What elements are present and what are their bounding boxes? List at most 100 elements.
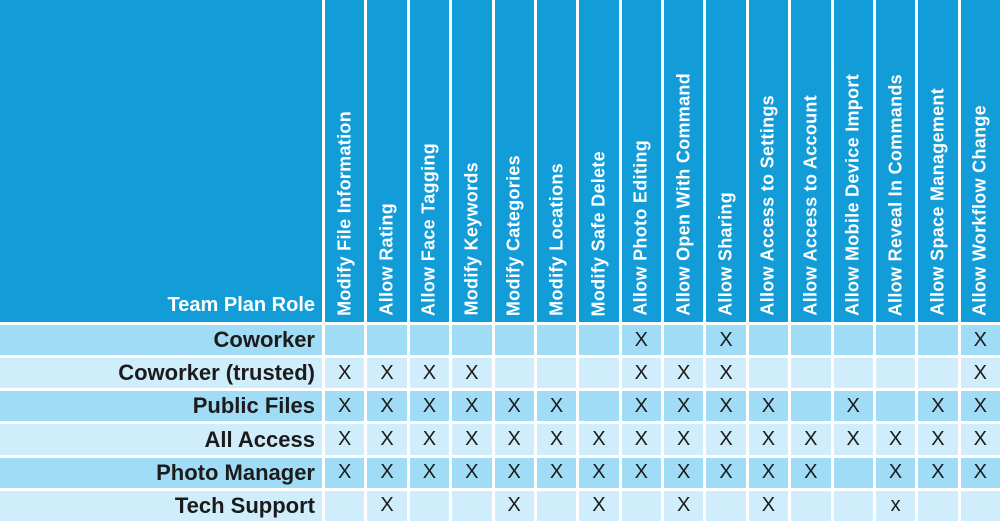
permission-cell: X [533, 424, 576, 455]
permission-cell: X [703, 424, 745, 455]
table-row-all-access: All Access X X X X X X X X X X X X X X X… [0, 421, 1000, 455]
permission-cell: X [449, 457, 491, 488]
permission-cell: X [957, 424, 1000, 455]
permission-cell: X [745, 391, 788, 422]
column-header-allow-access-to-account: Allow Access to Account [788, 0, 830, 322]
row-label: Tech Support [174, 492, 315, 518]
permission-cell: X [618, 457, 661, 488]
permission-cell [449, 325, 491, 356]
permission-cell: X [872, 457, 915, 488]
corner-cell: Team Plan Role [0, 0, 322, 322]
permission-cell [533, 358, 576, 389]
permission-cell: X [406, 424, 449, 455]
permission-cell: X [915, 424, 957, 455]
column-header-modify-file-information: Modify File Information [322, 0, 364, 322]
column-header-label: Allow Space Management [927, 88, 948, 316]
column-header-allow-face-tagging: Allow Face Tagging [406, 0, 449, 322]
permission-cell [745, 358, 788, 389]
column-header-allow-workflow-change: Allow Workflow Change [957, 0, 1000, 322]
column-header-modify-keywords: Modify Keywords [449, 0, 491, 322]
permission-cell [576, 358, 618, 389]
column-header-label: Allow Reveal In Commands [885, 73, 906, 316]
permission-cell: X [745, 424, 788, 455]
permission-cell: X [406, 391, 449, 422]
table-row-coworker-trusted: Coworker (trusted) X X X X X X X X [0, 355, 1000, 389]
column-header-label: Allow Access to Account [800, 95, 821, 316]
permission-cell: X [957, 457, 1000, 488]
table-row-tech-support: Tech Support X X X X X x [0, 487, 1000, 521]
permission-cell: x [872, 490, 915, 521]
permission-cell [872, 358, 915, 389]
column-header-label: Modify Safe Delete [588, 150, 609, 316]
permission-cell [576, 391, 618, 422]
table-header: Team Plan Role Modify File Information A… [0, 0, 1000, 322]
permission-cell: X [915, 391, 957, 422]
permission-cell: X [661, 358, 703, 389]
column-header-allow-space-management: Allow Space Management [915, 0, 957, 322]
permission-cell: X [872, 424, 915, 455]
permission-cell: X [364, 457, 406, 488]
permission-cell: X [618, 424, 661, 455]
permission-cell: X [618, 391, 661, 422]
permission-cell [788, 391, 830, 422]
permission-cell: X [491, 424, 534, 455]
permission-cell: X [661, 457, 703, 488]
permission-cell: X [322, 424, 364, 455]
permission-cell: X [364, 424, 406, 455]
permission-cell: X [406, 358, 449, 389]
permission-cell: X [364, 391, 406, 422]
permission-cell [788, 325, 830, 356]
permission-cell [533, 490, 576, 521]
permission-cell [449, 490, 491, 521]
column-header-allow-rating: Allow Rating [364, 0, 406, 322]
permission-cell: X [491, 490, 534, 521]
table-row-coworker: Coworker X X X [0, 322, 1000, 356]
permission-cell: X [703, 391, 745, 422]
permission-cell: X [449, 391, 491, 422]
permission-cell: X [745, 490, 788, 521]
permission-cell [915, 358, 957, 389]
permission-cell: X [915, 457, 957, 488]
permission-cell: X [576, 457, 618, 488]
permission-cell [533, 325, 576, 356]
permission-cell: X [957, 358, 1000, 389]
table-row-photo-manager: Photo Manager X X X X X X X X X X X X X … [0, 454, 1000, 488]
column-header-allow-open-with-command: Allow Open With Command [661, 0, 703, 322]
permission-cell: X [957, 325, 1000, 356]
permission-cell: X [830, 424, 873, 455]
permission-cell: X [364, 490, 406, 521]
permission-cell: X [618, 358, 661, 389]
column-header-allow-photo-editing: Allow Photo Editing [618, 0, 661, 322]
column-header-label: Allow Mobile Device Import [842, 74, 863, 316]
permission-cell: X [830, 391, 873, 422]
permission-cell [830, 325, 873, 356]
permission-cell [322, 490, 364, 521]
permission-cell [322, 325, 364, 356]
permission-cell [915, 325, 957, 356]
column-header-label: Allow Rating [376, 203, 397, 316]
column-header-label: Modify Categories [503, 154, 524, 316]
permission-cell [872, 391, 915, 422]
column-header-label: Modify Locations [546, 163, 567, 316]
permission-cell [872, 325, 915, 356]
row-label: Public Files [192, 393, 315, 419]
permission-cell [406, 490, 449, 521]
permission-cell [491, 325, 534, 356]
permission-cell: X [491, 391, 534, 422]
row-label: Photo Manager [156, 459, 315, 485]
permission-cell: X [364, 358, 406, 389]
row-label: All Access [204, 426, 315, 452]
permission-cell [576, 325, 618, 356]
column-header-allow-access-to-settings: Allow Access to Settings [745, 0, 788, 322]
permission-cell [618, 490, 661, 521]
permission-cell: X [661, 424, 703, 455]
column-header-allow-sharing: Allow Sharing [703, 0, 745, 322]
permission-cell: X [788, 424, 830, 455]
permission-cell: X [745, 457, 788, 488]
column-header-label: Allow Sharing [715, 192, 736, 316]
permission-cell: X [703, 325, 745, 356]
column-header-modify-locations: Modify Locations [533, 0, 576, 322]
column-header-modify-categories: Modify Categories [491, 0, 534, 322]
table-row-public-files: Public Files X X X X X X X X X X X X X [0, 388, 1000, 422]
